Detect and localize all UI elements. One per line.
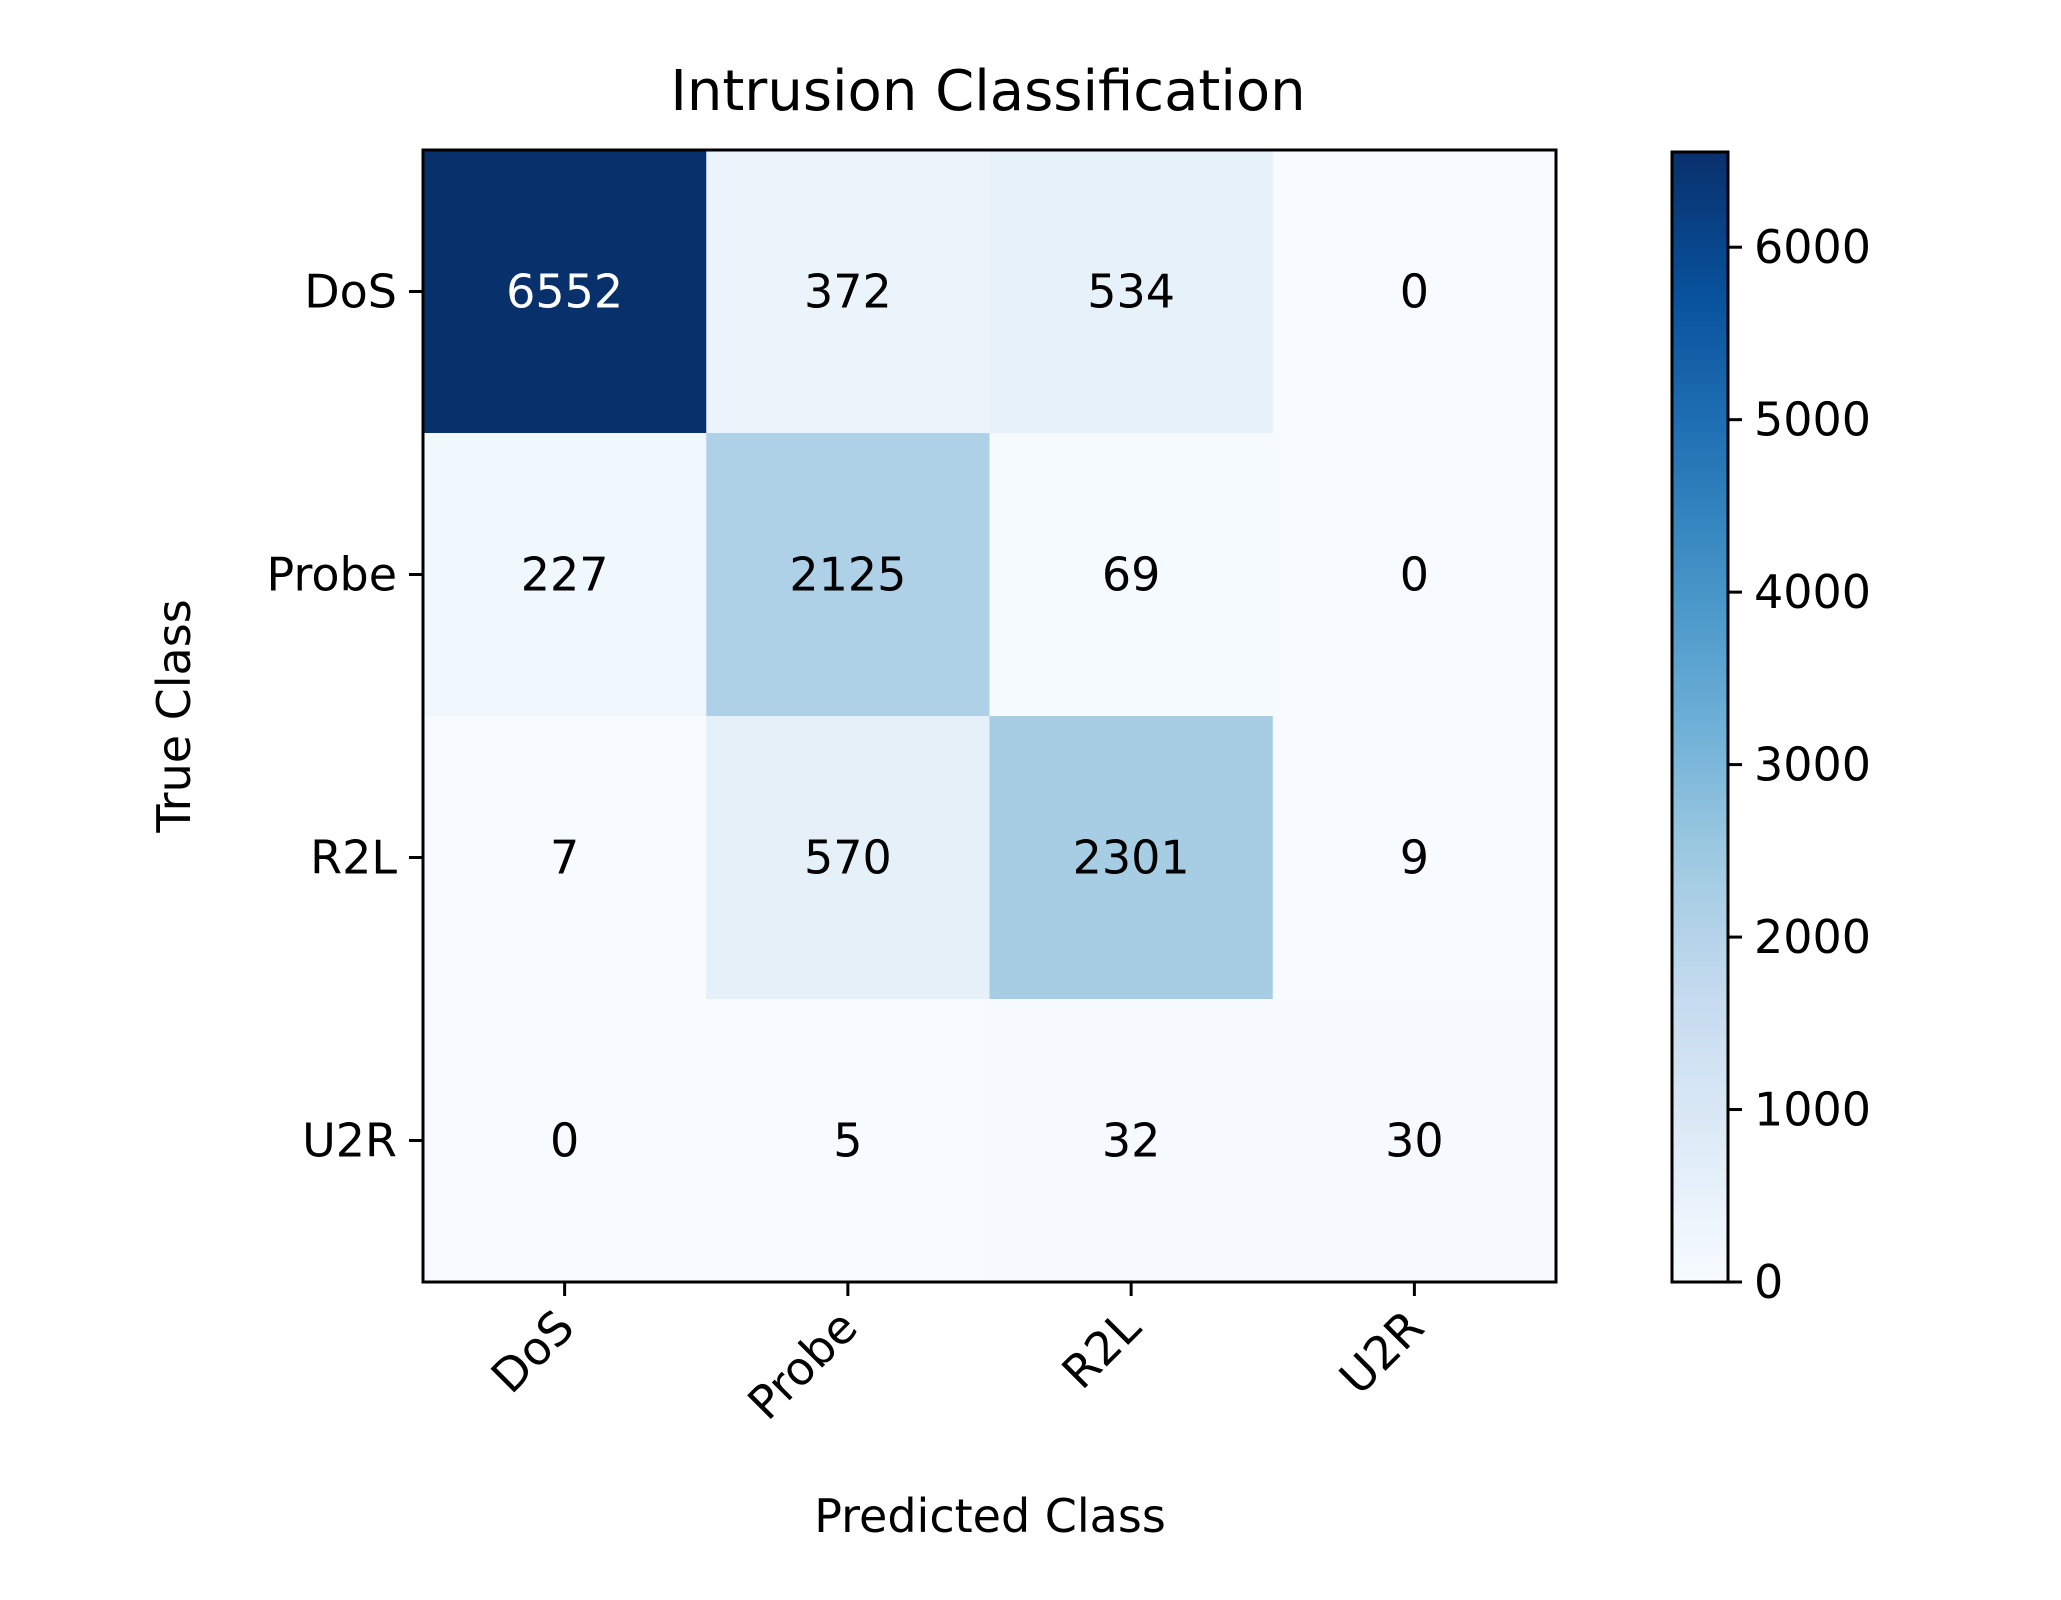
heatmap-cell	[423, 433, 707, 717]
y-tick-label: R2L	[310, 831, 397, 885]
heatmap-cell	[1272, 433, 1557, 717]
cell-value-label: 570	[804, 831, 892, 885]
cell-value-label: 30	[1385, 1114, 1444, 1168]
cell-value-labels: 6552 372 534 0 227 2125 69 0 7 570 2301 9 0 5 32 30	[506, 265, 1444, 1168]
cell-value-label: 0	[1400, 548, 1429, 602]
heatmap-cell	[423, 999, 707, 1283]
cell-value-label: 534	[1087, 265, 1175, 319]
heatmap-cell	[1272, 716, 1557, 1000]
x-axis-label: Predicted Class	[814, 1489, 1166, 1543]
cell-value-label: 227	[521, 548, 609, 602]
heatmap-cell	[706, 999, 990, 1283]
plot-frame	[421, 148, 1558, 1284]
heatmap-cell	[423, 716, 707, 1000]
cell-value-label: 0	[550, 1114, 579, 1168]
colorbar	[1670, 150, 1730, 1284]
heatmap-cell	[706, 433, 990, 717]
heatmap-cells	[423, 150, 1557, 1283]
heatmap-cell	[989, 433, 1274, 717]
y-tick-label: U2R	[302, 1114, 397, 1168]
heatmap-cell	[989, 999, 1274, 1283]
heatmap-cell	[706, 150, 990, 434]
chart-title: Intrusion Classification	[670, 59, 1305, 124]
heatmap-cell	[706, 716, 990, 1000]
x-tick-label: Probe	[737, 1300, 867, 1430]
colorbar-tick-label: 5000	[1754, 393, 1871, 447]
colorbar-tick-label: 1000	[1754, 1083, 1871, 1137]
heatmap-cell	[423, 150, 707, 434]
colorbar-tick-label: 0	[1754, 1255, 1783, 1309]
cell-value-label: 0	[1400, 265, 1429, 319]
x-tick-label: DoS	[481, 1300, 585, 1404]
colorbar-tick-label: 4000	[1754, 565, 1871, 619]
cell-value-label: 69	[1102, 548, 1161, 602]
cell-value-label: 2301	[1073, 831, 1190, 885]
colorbar-tick-label: 3000	[1754, 738, 1871, 792]
colorbar-ticks: 0 1000 2000 3000 4000 5000 6000	[1728, 220, 1871, 1309]
y-axis-ticks: DoS Probe R2L U2R	[267, 265, 423, 1168]
cell-value-label: 9	[1400, 831, 1429, 885]
x-tick-label: U2R	[1329, 1300, 1434, 1405]
x-tick-label: R2L	[1051, 1299, 1151, 1399]
colorbar-tick-label: 6000	[1754, 220, 1871, 274]
cell-value-label: 372	[804, 265, 892, 319]
heatmap-cell	[1272, 999, 1557, 1283]
y-tick-label: DoS	[304, 265, 397, 319]
cell-value-label: 6552	[506, 265, 623, 319]
heatmap-cell	[1272, 150, 1557, 434]
x-axis-ticks: DoS Probe R2L U2R	[481, 1282, 1434, 1430]
cell-value-label: 32	[1102, 1114, 1161, 1168]
cell-value-label: 5	[833, 1114, 862, 1168]
cell-value-label: 2125	[789, 548, 906, 602]
heatmap-cell	[989, 150, 1274, 434]
colorbar-tick-label: 2000	[1754, 910, 1871, 964]
heatmap-cell	[989, 716, 1274, 1000]
y-tick-label: Probe	[267, 548, 397, 602]
y-axis-label: True Class	[147, 599, 201, 833]
cell-value-label: 7	[550, 831, 579, 885]
